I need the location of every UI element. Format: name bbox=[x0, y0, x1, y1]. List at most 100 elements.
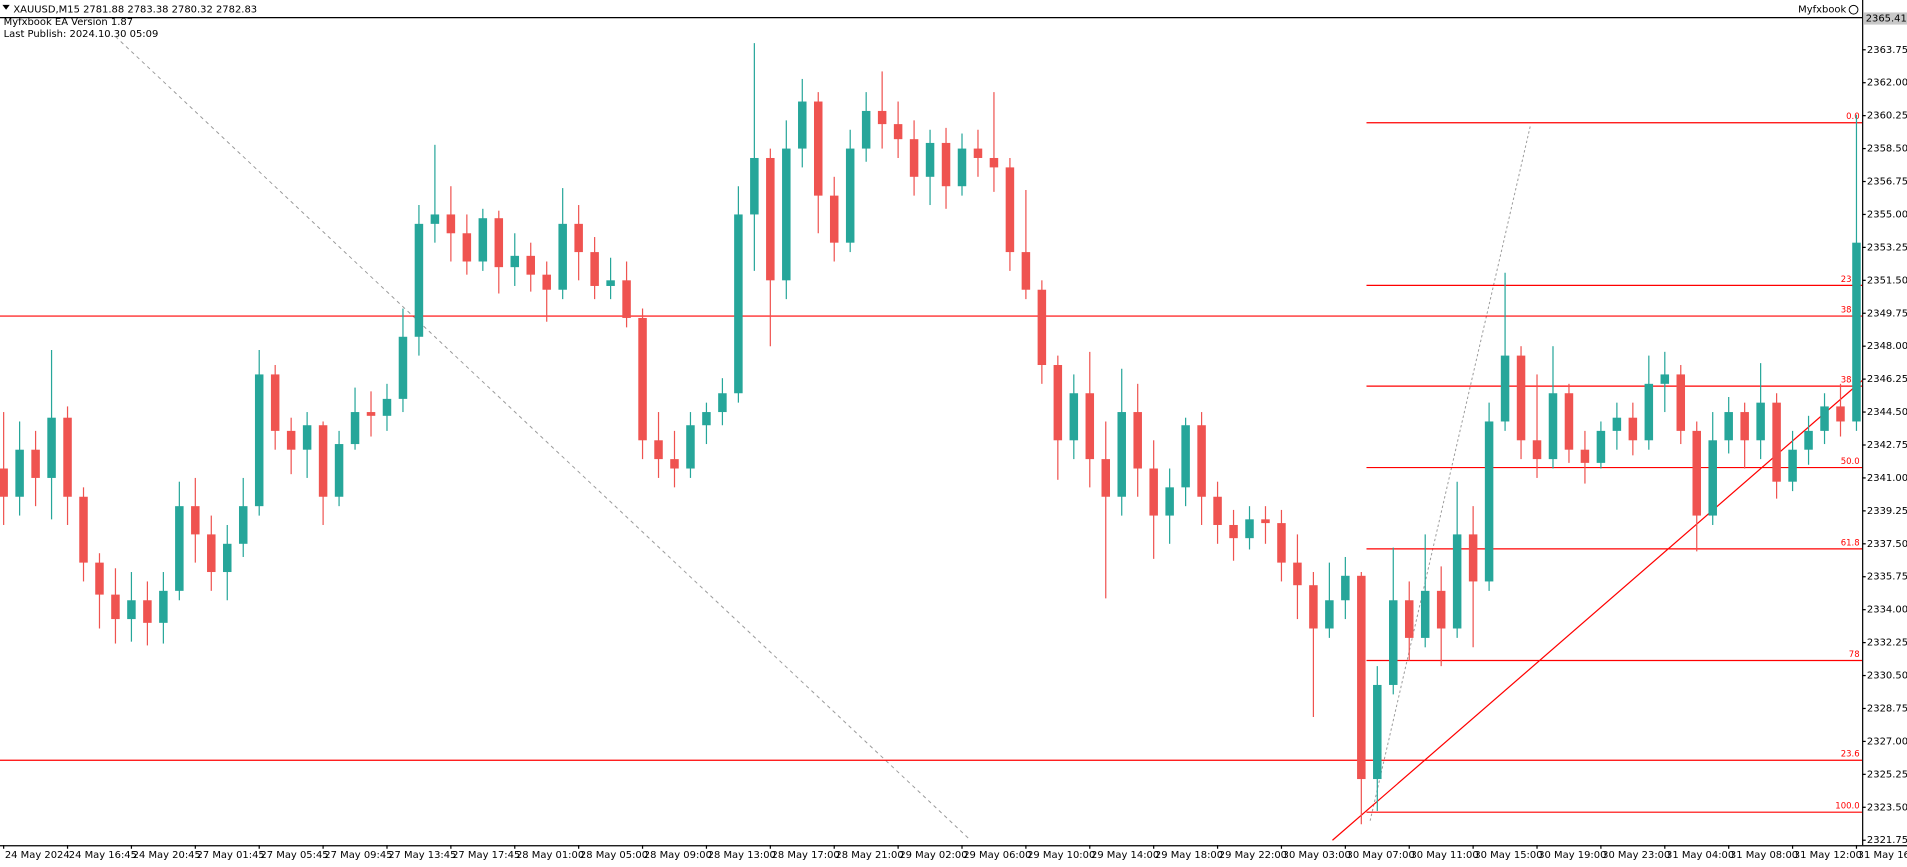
candle-body bbox=[1341, 575, 1350, 601]
candle-body bbox=[558, 223, 567, 290]
candle-body bbox=[1069, 393, 1079, 441]
candle-body bbox=[734, 214, 743, 394]
y-tick-label: 2348.00 bbox=[1867, 341, 1907, 352]
x-tick-label: 30 May 23:00 bbox=[1602, 850, 1670, 861]
y-tick-label: 2355.00 bbox=[1867, 209, 1907, 220]
candle-body bbox=[175, 506, 184, 591]
candle-body bbox=[1037, 289, 1047, 366]
candle-body bbox=[877, 110, 887, 125]
candle-body bbox=[622, 280, 631, 318]
candle-body bbox=[1213, 496, 1222, 525]
candle-body bbox=[1644, 383, 1654, 441]
x-tick-label: 27 May 13:45 bbox=[388, 850, 456, 861]
brand: Myfxbook bbox=[1798, 5, 1846, 16]
x-tick-label: 30 May 07:00 bbox=[1347, 850, 1415, 861]
fib-label: 100.0 bbox=[1835, 802, 1859, 812]
y-tick-label: 2341.00 bbox=[1867, 473, 1907, 484]
fib-label: 61.8 bbox=[1841, 538, 1860, 548]
candle-body bbox=[0, 468, 8, 497]
x-tick-label: 31 May 04:00 bbox=[1666, 850, 1734, 861]
candle-body bbox=[254, 374, 264, 507]
candle-body bbox=[1660, 374, 1670, 384]
candle-body bbox=[638, 317, 647, 441]
fib-label: 50.0 bbox=[1841, 457, 1860, 467]
y-tick-label: 2323.50 bbox=[1867, 802, 1907, 813]
candle-body bbox=[207, 534, 216, 573]
candle-body bbox=[957, 148, 967, 187]
candle-body bbox=[1804, 430, 1813, 450]
x-tick-label: 27 May 09:45 bbox=[324, 850, 392, 861]
candle-body bbox=[1836, 406, 1845, 422]
y-tick-label: 2342.75 bbox=[1867, 440, 1907, 451]
fib-label: 78 bbox=[1849, 650, 1860, 660]
fib-label: 23.6 bbox=[1841, 275, 1860, 285]
candle-body bbox=[270, 374, 280, 431]
y-tick-label: 2360.25 bbox=[1867, 111, 1907, 122]
symbol-line: XAUUSD,M15 2781.88 2783.38 2780.32 2782.… bbox=[13, 5, 257, 16]
candle-body bbox=[750, 157, 759, 215]
candle-body bbox=[1852, 242, 1861, 422]
candle-body bbox=[1692, 430, 1701, 516]
candle-body bbox=[1788, 449, 1797, 482]
y-tick-label: 2325.25 bbox=[1867, 769, 1907, 780]
candle-body bbox=[1772, 402, 1781, 482]
candle-body bbox=[1564, 393, 1574, 450]
candle-body bbox=[430, 214, 440, 224]
x-tick-label: 31 May 08:00 bbox=[1730, 850, 1798, 861]
candle-body bbox=[1420, 590, 1430, 638]
candle-body bbox=[686, 425, 695, 469]
candle-body bbox=[702, 412, 711, 426]
x-tick-label: 27 May 01:45 bbox=[197, 850, 265, 861]
x-tick-label: 28 May 13:00 bbox=[708, 850, 776, 861]
candle-body bbox=[845, 148, 855, 243]
price-marker-label: 2365.41 bbox=[1866, 14, 1907, 25]
candle-body bbox=[1724, 412, 1733, 441]
ea-version: Myfxbook EA Version 1.87 bbox=[4, 17, 133, 28]
x-tick-label: 29 May 14:00 bbox=[1091, 850, 1159, 861]
y-tick-label: 2321.75 bbox=[1867, 835, 1907, 846]
candle-body bbox=[95, 562, 104, 595]
x-tick-label: 30 May 15:00 bbox=[1474, 850, 1542, 861]
candle-body bbox=[1580, 449, 1590, 463]
fib-label: 38.2 bbox=[1841, 376, 1860, 386]
y-tick-label: 2334.00 bbox=[1867, 605, 1907, 616]
candle-body bbox=[1612, 417, 1622, 431]
candle-body bbox=[366, 412, 376, 416]
candle-body bbox=[941, 142, 951, 187]
x-tick-label: 29 May 22:00 bbox=[1219, 850, 1287, 861]
candle-body bbox=[718, 393, 727, 413]
candle-body bbox=[574, 223, 583, 253]
x-tick-label: 28 May 17:00 bbox=[772, 850, 840, 861]
x-tick-label: 28 May 21:00 bbox=[835, 850, 903, 861]
candle-body bbox=[1404, 600, 1414, 638]
candle-body bbox=[223, 543, 232, 573]
y-tick-label: 2344.50 bbox=[1867, 407, 1907, 418]
brand-icon[interactable] bbox=[1848, 4, 1859, 15]
y-tick-label: 2362.00 bbox=[1867, 78, 1907, 89]
x-tick-label: 29 May 02:00 bbox=[899, 850, 967, 861]
x-tick-label: 24 May 16:45 bbox=[69, 850, 137, 861]
candle-body bbox=[494, 218, 504, 268]
x-tick-label: 31 May 12:00 bbox=[1794, 850, 1862, 861]
candle-body bbox=[925, 142, 935, 177]
candle-body bbox=[1261, 519, 1270, 524]
x-tick-label: 28 May 09:00 bbox=[644, 850, 712, 861]
y-tick-label: 2339.25 bbox=[1867, 506, 1907, 517]
y-tick-label: 2358.50 bbox=[1867, 144, 1907, 155]
candle-body bbox=[318, 425, 328, 497]
y-tick-label: 2346.25 bbox=[1867, 374, 1907, 385]
candle-body bbox=[1293, 562, 1302, 586]
y-tick-label: 2356.75 bbox=[1867, 177, 1907, 188]
menu-arrow[interactable] bbox=[2, 4, 10, 10]
candle-body bbox=[63, 417, 72, 497]
candle-body bbox=[382, 398, 392, 416]
last-publish: Last Publish: 2024.10.30 05:09 bbox=[4, 29, 159, 40]
candle-body bbox=[47, 417, 56, 478]
x-tick-label: 29 May 18:00 bbox=[1155, 850, 1223, 861]
candle-body bbox=[238, 506, 248, 544]
candle-body bbox=[1181, 425, 1190, 488]
candle-body bbox=[1085, 393, 1095, 460]
candle-body bbox=[1197, 425, 1206, 497]
candle-body bbox=[1452, 534, 1462, 629]
candle-body bbox=[590, 252, 599, 286]
